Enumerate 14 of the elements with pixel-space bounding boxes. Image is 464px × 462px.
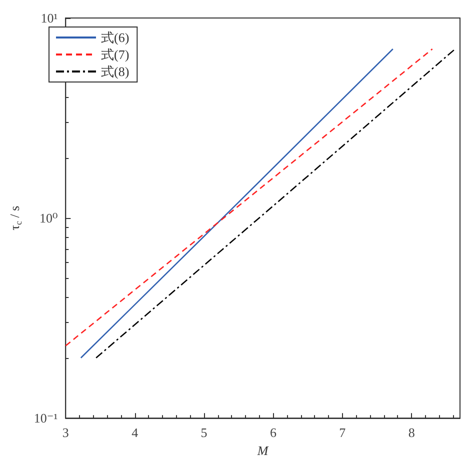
x-tick-label: 6 [270, 425, 277, 440]
y-tick-label: 10⁻¹ [34, 410, 58, 426]
x-axis-title: M [256, 443, 270, 458]
y-axis-title: τc / s [7, 206, 24, 230]
y-tick-label: 10¹ [40, 10, 58, 26]
x-tick-label: 8 [408, 425, 415, 440]
x-tick-label: 3 [62, 425, 69, 440]
y-tick-label: 10⁰ [39, 210, 58, 226]
x-tick-label: 5 [200, 425, 208, 440]
x-tick-label: 4 [132, 425, 139, 440]
legend-label: 式(6) [101, 30, 130, 45]
legend-label: 式(8) [101, 64, 130, 79]
legend-label: 式(7) [101, 47, 130, 62]
x-tick-label: 7 [339, 425, 346, 440]
